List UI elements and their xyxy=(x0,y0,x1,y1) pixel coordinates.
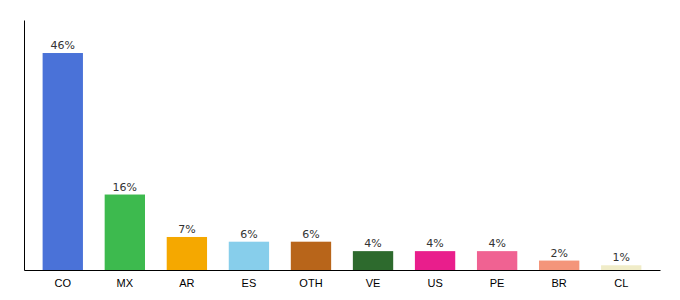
x-tick-label: BR xyxy=(552,277,567,289)
x-tick: MX xyxy=(117,277,134,289)
x-tick: US xyxy=(427,277,442,289)
data-label: 4% xyxy=(488,237,505,250)
x-tick-label: VE xyxy=(366,277,381,289)
data-label: 1% xyxy=(612,251,629,264)
data-label: 2% xyxy=(550,247,567,260)
x-tick-label: ES xyxy=(242,277,257,289)
x-tick-label: CL xyxy=(614,277,628,289)
plot: CO MX AR ES OTH VE US PE BR CL 46% 16% 7% 6% 6% 4% 4% 4% 2… xyxy=(25,21,661,289)
x-tick: CL xyxy=(614,277,628,289)
data-label: 4% xyxy=(364,237,381,250)
y-axis-line xyxy=(24,21,25,271)
x-tick: BR xyxy=(552,277,567,289)
x-tick-label: CO xyxy=(55,277,72,289)
x-tick: PE xyxy=(490,277,505,289)
bar xyxy=(105,195,145,270)
bar xyxy=(353,251,393,270)
data-label: 6% xyxy=(240,228,257,241)
data-label: 4% xyxy=(426,237,443,250)
x-tick: OTH xyxy=(299,277,322,289)
chart: CO MX AR ES OTH VE US PE BR CL 46% 16% 7% 6% 6% 4% 4% 4% 2… xyxy=(0,0,680,300)
x-tick-label: PE xyxy=(490,277,505,289)
data-labels: 46% 16% 7% 6% 6% 4% 4% 4% 2% 1% xyxy=(51,39,630,264)
x-tick: CO xyxy=(55,277,72,289)
bar xyxy=(229,242,269,270)
bar xyxy=(601,265,641,270)
x-tick: AR xyxy=(179,277,194,289)
data-label: 46% xyxy=(51,39,75,52)
bars xyxy=(43,53,642,270)
bar xyxy=(477,251,517,270)
bar xyxy=(415,251,455,270)
x-axis-line xyxy=(25,270,661,271)
data-label: 6% xyxy=(302,228,319,241)
x-tick-label: AR xyxy=(179,277,194,289)
bar xyxy=(167,237,207,270)
y-axis xyxy=(24,21,25,271)
x-tick-label: OTH xyxy=(299,277,322,289)
x-tick-label: US xyxy=(427,277,442,289)
x-tick: VE xyxy=(366,277,381,289)
x-tick: ES xyxy=(242,277,257,289)
bar xyxy=(291,242,331,270)
bar xyxy=(43,53,83,270)
data-label: 7% xyxy=(178,223,195,236)
data-label: 16% xyxy=(113,181,137,194)
x-axis: CO MX AR ES OTH VE US PE BR CL xyxy=(25,271,661,289)
x-tick-label: MX xyxy=(117,277,134,289)
bar xyxy=(539,261,579,270)
